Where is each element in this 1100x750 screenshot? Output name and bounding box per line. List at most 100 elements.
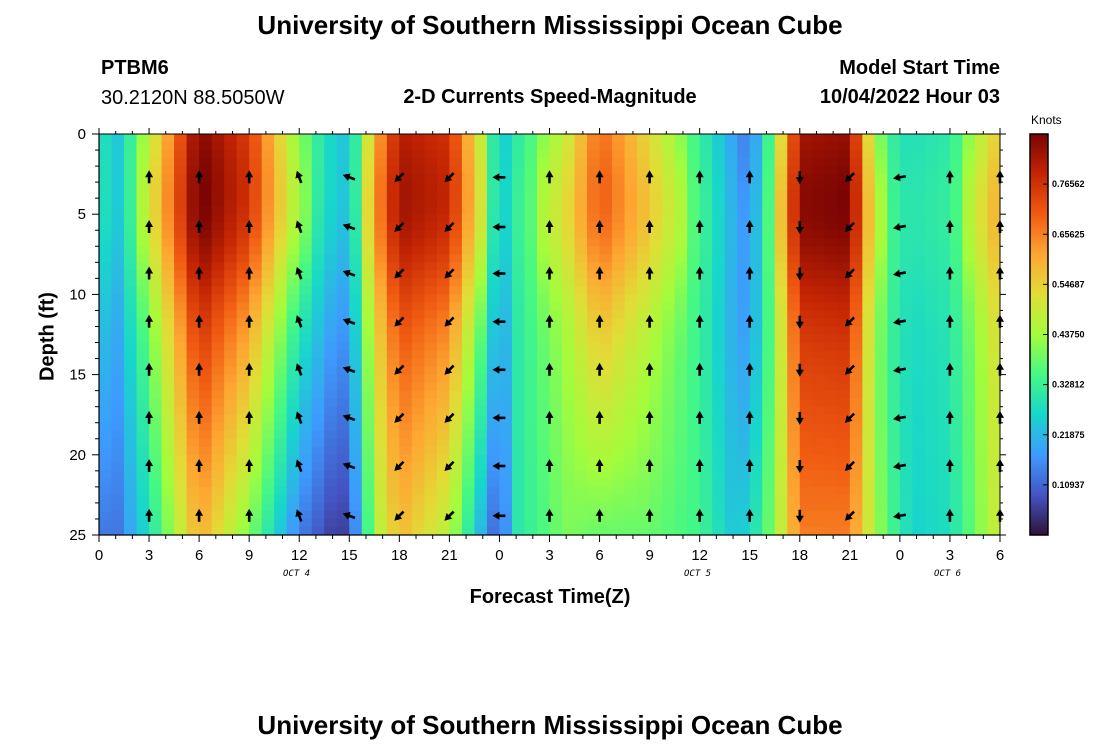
heat-cell (411, 342, 425, 352)
heat-cell (211, 326, 225, 336)
heat-cell (124, 478, 138, 488)
heat-cell (549, 318, 563, 328)
heat-cell (974, 366, 989, 376)
heat-cell (324, 294, 338, 304)
heat-cell (474, 390, 488, 400)
heat-cell (336, 462, 350, 472)
heat-cell (574, 270, 588, 279)
heat-cell (511, 246, 526, 255)
heat-cell (812, 310, 826, 320)
heat-cell (424, 174, 438, 183)
current-arrow (394, 510, 405, 521)
heat-cell (874, 406, 888, 416)
heat-cell (649, 246, 663, 255)
heat-cell (962, 510, 976, 520)
colorbar-tick-label: 0.54687 (1052, 279, 1085, 289)
heat-cell (449, 414, 463, 424)
heat-cell (662, 382, 676, 392)
heat-cell (374, 486, 388, 496)
heat-cell (687, 446, 701, 456)
heat-cell (949, 286, 964, 295)
heat-cell (149, 510, 163, 520)
heat-cell (336, 238, 350, 247)
heat-cell (962, 342, 976, 352)
heat-cell (574, 278, 588, 287)
heat-cell (511, 334, 526, 344)
heat-cell (436, 526, 450, 535)
heat-cell (549, 150, 563, 159)
heat-cell (574, 422, 588, 432)
heat-cell (662, 438, 676, 448)
heat-cell (449, 182, 463, 191)
heat-cell (386, 350, 400, 360)
heat-cell (649, 174, 663, 183)
current-arrow (245, 459, 254, 472)
heat-cell (274, 406, 288, 416)
heat-cell (624, 254, 638, 263)
heat-cell (461, 366, 476, 376)
heat-cell (549, 350, 563, 360)
heat-cell (949, 390, 964, 400)
heat-cell (124, 318, 138, 328)
heat-cell (549, 374, 563, 384)
heat-cell (987, 486, 1000, 496)
heat-cell (424, 502, 438, 512)
heat-cell (899, 254, 913, 263)
heat-cell (336, 518, 350, 528)
heat-cell (599, 350, 613, 360)
heat-cell (311, 494, 325, 504)
heat-cell (349, 390, 363, 400)
heat-cell (587, 446, 601, 456)
heat-cell (324, 222, 338, 231)
heat-cell (136, 230, 150, 239)
heat-cell (486, 142, 501, 151)
heat-cell (812, 142, 826, 151)
heat-cell (837, 238, 851, 247)
heat-cell (674, 246, 688, 255)
heat-cell (374, 454, 388, 464)
heat-cell (499, 230, 513, 239)
heat-cell (99, 190, 113, 199)
heat-cell (849, 454, 863, 464)
heat-cell (436, 342, 450, 352)
heat-cell (249, 158, 263, 167)
heat-cell (486, 526, 501, 535)
heat-cell (637, 254, 651, 263)
heat-cell (612, 390, 626, 400)
heat-cell (624, 494, 638, 504)
heat-cell (849, 254, 863, 263)
heat-cell (324, 254, 338, 263)
heat-cell (111, 230, 125, 239)
heat-cell (461, 198, 476, 207)
heat-cell (436, 398, 450, 408)
heat-cell (974, 358, 989, 368)
current-arrow (595, 170, 604, 184)
heat-cell (361, 166, 375, 175)
heat-cell (574, 214, 588, 223)
heat-cell (962, 166, 976, 175)
heat-cell (474, 158, 488, 167)
heat-cell (274, 294, 288, 304)
heat-cell (974, 518, 989, 528)
heat-cell (787, 158, 801, 167)
heat-cell (987, 310, 1000, 320)
heat-cell (336, 430, 350, 440)
heat-cell (749, 326, 763, 336)
heat-cell (637, 302, 651, 312)
heat-cell (199, 518, 213, 528)
heat-cell (824, 478, 838, 488)
heat-cell (687, 470, 701, 480)
heat-cell (762, 182, 776, 191)
x-tick-label: 3 (145, 547, 153, 564)
heat-cell (136, 158, 150, 167)
station-coordinates: 30.2120N 88.5050W (101, 87, 285, 109)
heat-cell (562, 294, 576, 304)
heat-cell (274, 206, 288, 215)
heat-cell (161, 326, 175, 336)
heat-cell (949, 206, 964, 215)
heat-cell (987, 230, 1000, 239)
heat-cell (637, 150, 651, 159)
heat-cell (299, 526, 313, 535)
heat-cell (612, 326, 626, 336)
heat-cell (699, 342, 713, 352)
